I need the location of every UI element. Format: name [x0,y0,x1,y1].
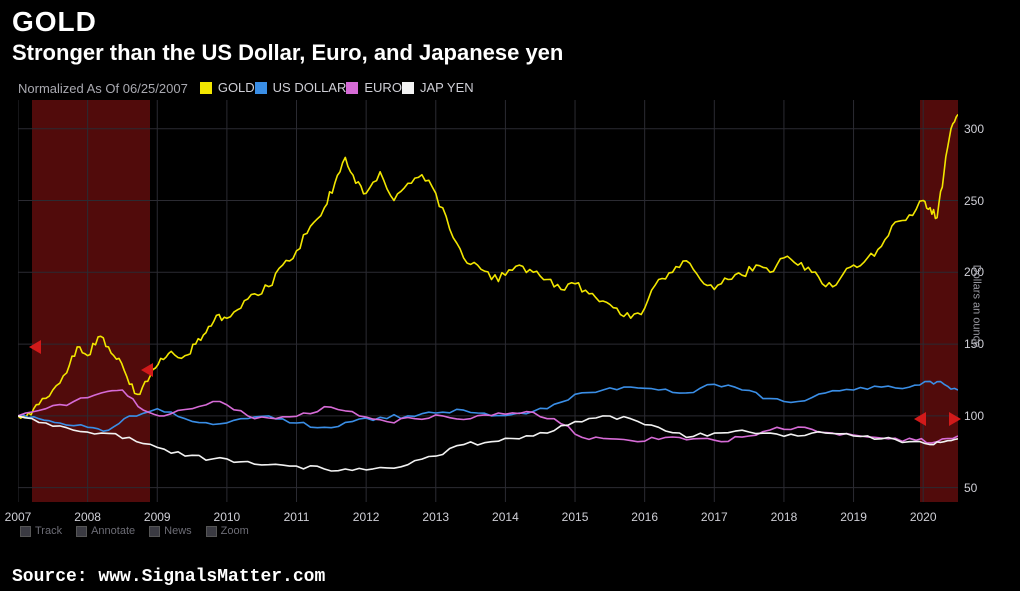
chart-area: 50100150200250300 Dollars an ounce 20072… [18,100,958,530]
legend-label: GOLD [218,80,255,95]
source-credit: Source: www.SignalsMatter.com [12,567,325,587]
y-tick-label: 50 [964,481,977,495]
x-tick-label: 2008 [74,510,101,524]
legend-item-gold[interactable]: GOLD [200,80,255,95]
legend-swatch [255,82,267,94]
legend-label: JAP YEN [420,80,474,95]
legend-swatch [402,82,414,94]
toolbar-label: Track [35,525,62,537]
x-tick-label: 2012 [353,510,380,524]
legend-label: US DOLLAR [273,80,347,95]
legend-item-euro[interactable]: EURO [346,80,402,95]
x-tick-label: 2009 [144,510,171,524]
x-tick-label: 2007 [5,510,32,524]
x-tick-label: 2018 [771,510,798,524]
toolbar-label: Annotate [91,525,135,537]
legend-label: EURO [364,80,402,95]
x-tick-label: 2017 [701,510,728,524]
legend-item-us-dollar[interactable]: US DOLLAR [255,80,347,95]
chart-title-sub: Stronger than the US Dollar, Euro, and J… [12,40,563,66]
toolbar-label: Zoom [221,525,249,537]
x-tick-label: 2010 [214,510,241,524]
x-tick-label: 2015 [562,510,589,524]
chart-title-main: GOLD [12,6,563,38]
series-gold [18,114,958,418]
checkbox-icon [76,526,87,537]
legend-swatch [200,82,212,94]
x-tick-label: 2019 [840,510,867,524]
series-jap-yen [18,416,958,471]
y-tick-label: 250 [964,194,984,208]
legend-item-jap-yen[interactable]: JAP YEN [402,80,474,95]
chart-toolbar: Track Annotate News Zoom [20,525,249,537]
toolbar-annotate-button[interactable]: Annotate [76,525,135,537]
legend-row: Normalized As Of 06/25/2007 GOLD US DOLLA… [18,80,474,97]
x-tick-label: 2013 [422,510,449,524]
checkbox-icon [206,526,217,537]
normalized-label: Normalized As Of 06/25/2007 [18,81,188,96]
x-tick-label: 2016 [631,510,658,524]
legend-swatch [346,82,358,94]
y-tick-label: 300 [964,122,984,136]
series-euro [18,390,958,443]
title-block: GOLD Stronger than the US Dollar, Euro, … [12,6,563,66]
toolbar-news-button[interactable]: News [149,525,192,537]
toolbar-track-button[interactable]: Track [20,525,62,537]
x-tick-label: 2020 [910,510,937,524]
series-us-dollar [18,381,958,431]
chart-frame: GOLD Stronger than the US Dollar, Euro, … [0,0,1020,591]
x-tick-label: 2014 [492,510,519,524]
y-axis-title: Dollars an ounce [971,265,983,348]
plot: 50100150200250300 Dollars an ounce 20072… [18,100,958,530]
x-tick-label: 2011 [284,510,310,524]
toolbar-label: News [164,525,192,537]
y-tick-label: 100 [964,409,984,423]
checkbox-icon [20,526,31,537]
line-series [18,100,958,502]
toolbar-zoom-button[interactable]: Zoom [206,525,249,537]
checkbox-icon [149,526,160,537]
